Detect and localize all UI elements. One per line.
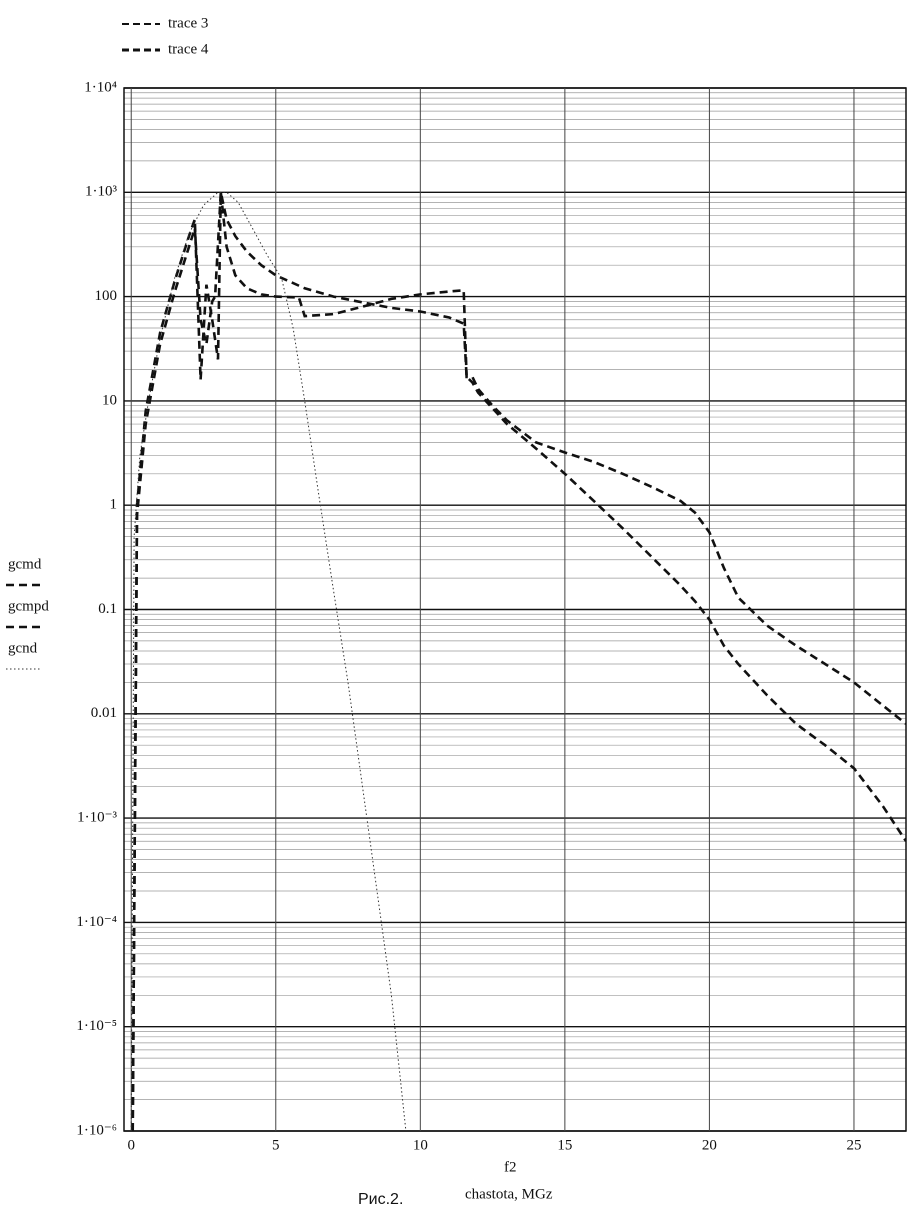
y-tick-label: 1: [110, 497, 118, 513]
y-tick-label: 1·10⁴: [84, 79, 117, 95]
legend-label: gcmd: [8, 556, 42, 572]
x-axis-var: f2: [504, 1159, 517, 1175]
y-tick-label: 1·10⁻⁵: [76, 1018, 117, 1034]
x-tick-label: 15: [557, 1137, 572, 1153]
plot-area: [130, 191, 906, 1131]
legend-label: trace 3: [168, 15, 208, 31]
legend-label: trace 4: [168, 41, 209, 57]
x-tick-label: 5: [272, 1137, 280, 1153]
y-tick-label: 100: [95, 288, 118, 304]
x-tick-label: 25: [846, 1137, 861, 1153]
series-line: [131, 192, 906, 1131]
legend-label: gcmpd: [8, 598, 49, 614]
x-tick-label: 0: [127, 1137, 135, 1153]
caption: Рис.2.: [358, 1191, 403, 1208]
x-tick-label: 20: [702, 1137, 717, 1153]
legend-label: gcnd: [8, 640, 38, 656]
y-tick-label: 0.1: [98, 601, 117, 617]
series-line: [131, 192, 906, 1131]
x-tick-label: 10: [413, 1137, 428, 1153]
y-tick-label: 10: [102, 392, 117, 408]
y-tick-label: 0.01: [91, 705, 117, 721]
y-tick-label: 1·10⁻⁴: [76, 914, 117, 930]
series-line: [130, 191, 407, 1131]
y-tick-label: 1·10⁻³: [77, 810, 117, 826]
y-tick-label: 1·10⁻⁶: [76, 1122, 117, 1138]
y-tick-label: 1·10³: [85, 184, 117, 200]
x-axis-label: chastota, MGz: [465, 1186, 553, 1202]
